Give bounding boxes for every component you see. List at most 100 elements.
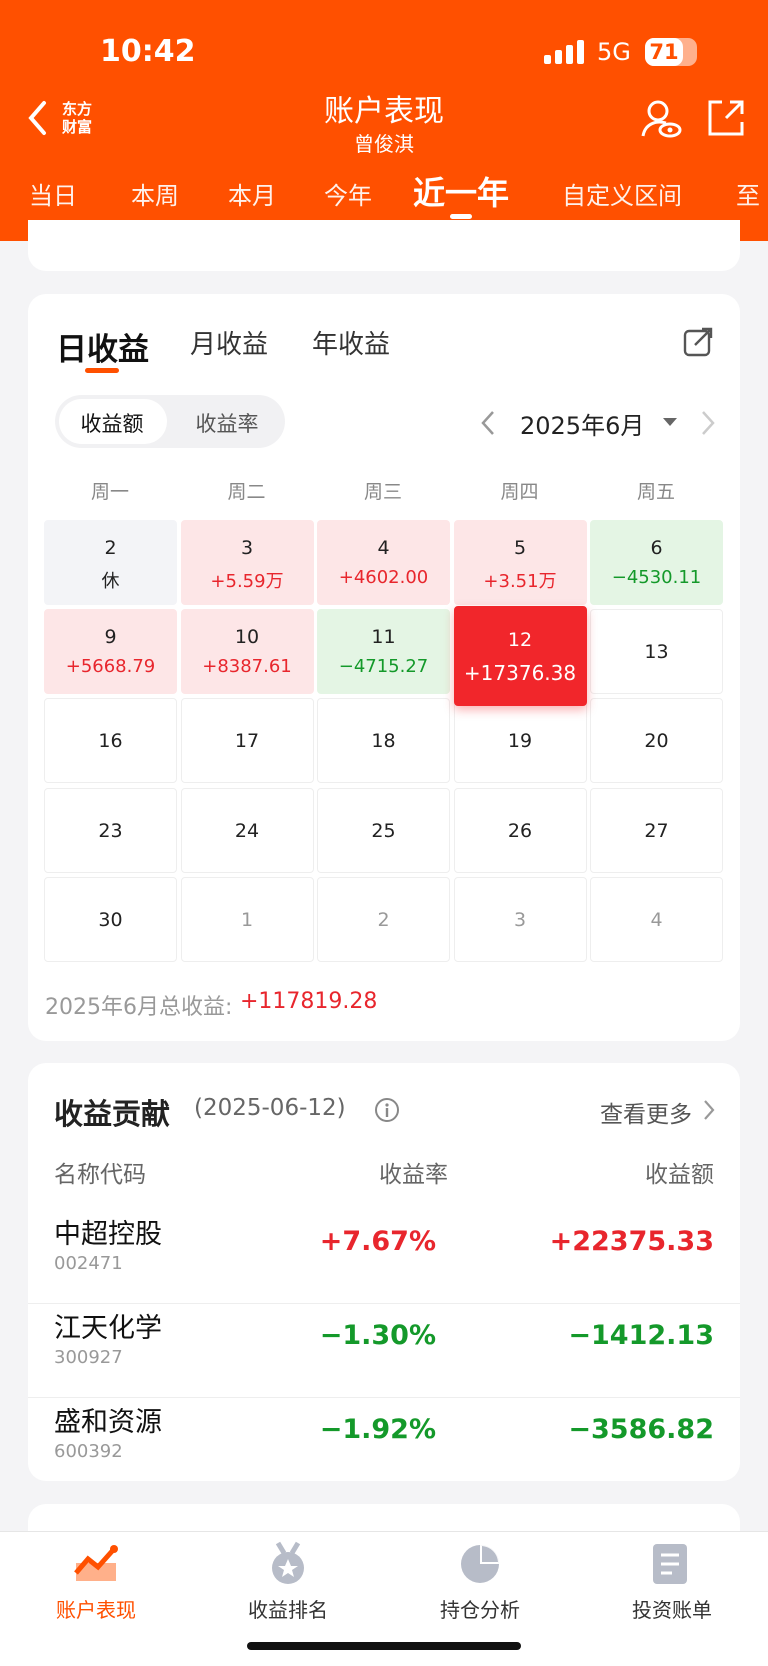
day-number: 17 (234, 730, 260, 753)
day-cell[interactable]: 5 +3.51万 (453, 520, 587, 605)
day-number: 9 (104, 626, 117, 649)
section-title: 收益贡献 (54, 1097, 171, 1131)
day-cell[interactable]: 11 −4715.27 (317, 609, 450, 695)
day-amount: +5668.79 (65, 656, 156, 678)
day-number: 11 (371, 626, 396, 649)
nav-label[interactable]: 账户表现 (56, 1598, 136, 1622)
tab-indicator (85, 368, 119, 373)
status-time: 10:42 (100, 34, 196, 69)
more-arrow[interactable] (702, 1099, 716, 1121)
more-link[interactable]: 查看更多 (600, 1102, 692, 1128)
day-note: 休 (101, 571, 120, 592)
toggle-thumb (59, 399, 167, 444)
stock-name: 中超控股 (54, 1219, 162, 1250)
day-number: 30 (98, 908, 123, 931)
day-cell[interactable]: 2 (317, 876, 450, 962)
status-network: 5G (597, 38, 631, 66)
day-cell[interactable]: 27 (590, 787, 723, 873)
profit-tab[interactable]: 日收益 (56, 332, 149, 368)
total-value: +117819.28 (240, 989, 378, 1014)
section-date: (2025-06-12) (194, 1095, 346, 1121)
day-number: 5 (513, 537, 527, 559)
day-cell[interactable]: 9 +5668.79 (44, 609, 177, 695)
nav-label[interactable]: 投资账单 (632, 1598, 712, 1622)
nav-label[interactable]: 收益排名 (248, 1598, 328, 1622)
day-number: 25 (371, 819, 396, 842)
day-cell[interactable]: 10 +8387.61 (180, 609, 314, 695)
range-tab[interactable]: 近一年 (412, 174, 510, 212)
weekday: 周五 (636, 481, 676, 503)
range-tab[interactable]: 至 (736, 182, 760, 210)
back-button[interactable] (26, 100, 48, 136)
day-cell[interactable]: 26 (453, 787, 587, 873)
day-cell[interactable]: 30 (44, 876, 177, 962)
day-cell[interactable]: 24 (180, 787, 314, 873)
view-icon[interactable] (640, 98, 682, 140)
weekday: 周三 (363, 481, 403, 503)
nav-icon (461, 1545, 499, 1583)
day-number: 4 (650, 908, 663, 931)
toggle-option[interactable]: 收益额 (80, 412, 144, 436)
day-amount: +8387.61 (202, 656, 292, 678)
prev-month[interactable] (480, 410, 496, 436)
day-number: 3 (240, 537, 254, 559)
next-month[interactable] (700, 410, 716, 436)
logo-line: 财富 (62, 118, 93, 136)
day-cell[interactable]: 20 (590, 698, 723, 784)
day-cell[interactable]: 19 (453, 698, 587, 784)
day-number: 19 (507, 730, 533, 753)
day-number: 2 (104, 537, 117, 559)
row-divider (28, 1397, 740, 1398)
day-cell[interactable]: 17 (180, 698, 314, 784)
day-cell[interactable]: 13 (590, 609, 723, 695)
range-tab[interactable]: 当日 (29, 182, 77, 210)
info-icon[interactable] (374, 1097, 400, 1123)
column-header: 收益率 (379, 1162, 448, 1188)
row-divider (28, 1303, 740, 1304)
day-number: 2 (377, 908, 390, 931)
summary-card (28, 220, 740, 271)
day-number: 18 (371, 730, 396, 753)
range-tab[interactable]: 本月 (228, 182, 276, 210)
tab-indicator (450, 214, 472, 219)
column-header: 收益额 (645, 1162, 714, 1188)
nav-label[interactable]: 持仓分析 (440, 1598, 520, 1622)
month-label: 2025年6月 (520, 412, 645, 440)
day-cell[interactable]: 12 +17376.38 (453, 606, 587, 707)
stock-row[interactable]: 中超控股 002471 +7.67% +22375.33 (28, 1210, 740, 1304)
day-cell[interactable]: 16 (44, 698, 177, 784)
day-cell[interactable]: 3 +5.59万 (180, 520, 314, 605)
month-dropdown[interactable] (662, 416, 678, 428)
header: 10:42 5G 71 东方 财富 账户表现 曾俊淇 当日 本周 本月 今年 近一年 自定… (0, 0, 768, 241)
share-icon[interactable] (706, 98, 746, 138)
range-tab[interactable]: 自定义区间 (562, 182, 682, 210)
calendar-card: 2 休 3 +5.59万 4 +4602.00 5 +3.51万 6 −4530.11 9 +5668… (28, 294, 740, 1041)
battery: 71 (645, 38, 697, 66)
day-number: 23 (98, 819, 123, 842)
day-number: 3 (513, 908, 527, 931)
day-cell[interactable]: 4 (590, 876, 723, 962)
nav-icon (653, 1544, 687, 1584)
day-cell[interactable]: 18 (317, 698, 450, 784)
day-cell[interactable]: 3 (453, 876, 587, 962)
profit-tab[interactable]: 月收益 (190, 330, 269, 360)
day-cell[interactable]: 6 −4530.11 (590, 520, 723, 605)
signal-icon (544, 40, 584, 64)
day-number: 13 (644, 641, 669, 664)
nav-icon (74, 1545, 118, 1581)
day-cell[interactable]: 4 +4602.00 (317, 520, 450, 605)
stock-row[interactable]: 江天化学 300927 −1.30% −1412.13 (28, 1304, 740, 1398)
day-cell[interactable]: 23 (44, 787, 177, 873)
export-icon[interactable] (682, 326, 714, 358)
toggle-option[interactable]: 收益率 (195, 412, 259, 436)
day-number: 4 (377, 537, 390, 559)
day-cell[interactable]: 25 (317, 787, 450, 873)
profit-tab[interactable]: 年收益 (312, 330, 391, 360)
stock-row[interactable]: 盛和资源 600392 −1.92% −3586.82 (28, 1398, 740, 1492)
range-tab[interactable]: 今年 (324, 182, 372, 210)
range-tab[interactable]: 本周 (131, 182, 179, 210)
day-cell[interactable]: 1 (180, 876, 314, 962)
toggle (55, 395, 285, 448)
